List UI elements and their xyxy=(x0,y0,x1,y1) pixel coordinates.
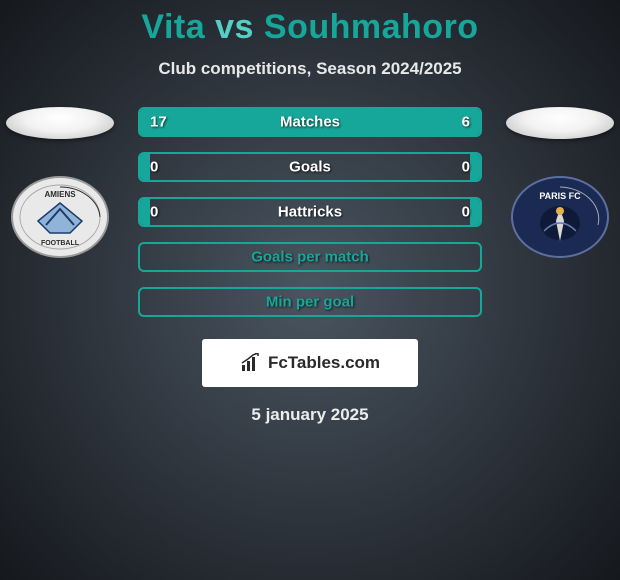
title-left: Vita xyxy=(141,8,205,46)
date-text: 5 january 2025 xyxy=(0,405,620,425)
subtitle: Club competitions, Season 2024/2025 xyxy=(0,59,620,79)
left-side: AMIENS FOOTBALL xyxy=(0,107,120,259)
bar-fill-right xyxy=(470,154,480,180)
stat-bar: Goals per match xyxy=(138,242,482,272)
stat-bar: 0 0 Hattricks xyxy=(138,197,482,227)
content: Vita vs Souhmahoro Club competitions, Se… xyxy=(0,0,620,425)
stat-value-left: 0 xyxy=(150,204,158,221)
bar-fill-left xyxy=(140,109,392,135)
stat-bar: 17 6 Matches xyxy=(138,107,482,137)
player-right-photo xyxy=(506,107,614,139)
stat-label: Goals per match xyxy=(251,249,369,266)
stat-value-right: 6 xyxy=(462,114,470,131)
svg-text:PARIS FC: PARIS FC xyxy=(539,191,581,201)
stat-bars: 17 6 Matches 0 0 Goals 0 0 Hattricks Goals per ma… xyxy=(120,107,500,317)
stat-value-right: 0 xyxy=(462,204,470,221)
stat-bar: 0 0 Goals xyxy=(138,152,482,182)
main-row: AMIENS FOOTBALL 17 6 Matches 0 0 Goals 0 0 Hattr… xyxy=(0,107,620,317)
branding-text: FcTables.com xyxy=(268,353,380,373)
stat-label: Goals xyxy=(289,159,331,176)
title-right: Souhmahoro xyxy=(264,8,479,46)
title-vs: vs xyxy=(215,8,254,46)
svg-text:AMIENS: AMIENS xyxy=(44,190,76,199)
chart-icon xyxy=(240,353,262,373)
stat-value-left: 17 xyxy=(150,114,167,131)
bar-fill-left xyxy=(140,154,150,180)
stat-label: Hattricks xyxy=(278,204,342,221)
club-left-badge: AMIENS FOOTBALL xyxy=(10,175,110,259)
stat-value-left: 0 xyxy=(150,159,158,176)
branding-box: FcTables.com xyxy=(202,339,418,387)
svg-text:FOOTBALL: FOOTBALL xyxy=(41,240,80,247)
stat-value-right: 0 xyxy=(462,159,470,176)
club-right-badge: PARIS FC xyxy=(510,175,610,259)
stat-label: Matches xyxy=(280,114,340,131)
bar-fill-left xyxy=(140,199,150,225)
page-title: Vita vs Souhmahoro xyxy=(0,8,620,47)
player-left-photo xyxy=(6,107,114,139)
stat-bar: Min per goal xyxy=(138,287,482,317)
right-side: PARIS FC xyxy=(500,107,620,259)
stat-label: Min per goal xyxy=(266,294,354,311)
bar-fill-right xyxy=(470,199,480,225)
